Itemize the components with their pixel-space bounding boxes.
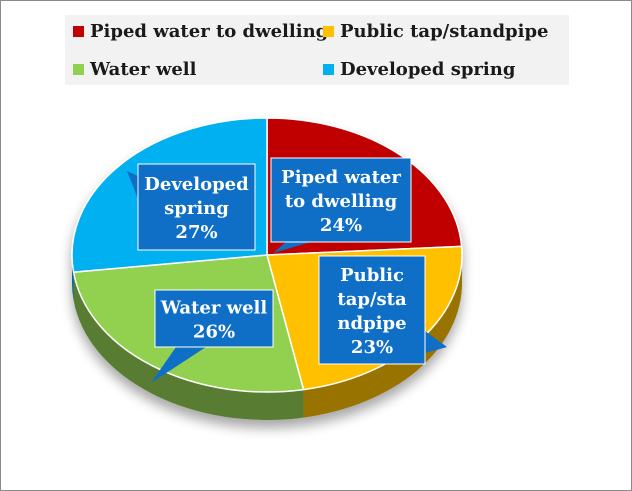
data-label-0-line-1: to dwelling	[285, 191, 398, 212]
data-label-0-line-2: 24%	[320, 215, 362, 236]
callout-box-0	[270, 157, 412, 243]
chart-legend: Piped water to dwelling Public tap/stand…	[65, 15, 569, 85]
callout-box-3	[137, 163, 256, 251]
legend-label-water-well: Water well	[90, 59, 197, 80]
legend-swatch-piped	[73, 26, 84, 37]
data-label-3-line-0: Developed	[144, 174, 249, 195]
data-label-0-line-0: Piped water	[281, 167, 401, 188]
data-label-2-line-0: Water well	[160, 298, 268, 319]
data-label-1-line-3: 23%	[351, 337, 393, 358]
legend-swatch-developed-spring	[323, 64, 334, 75]
callout-tail-2	[151, 347, 206, 383]
legend-label-developed-spring: Developed spring	[340, 59, 516, 80]
data-label-2-line-1: 26%	[193, 322, 235, 343]
legend-item-public-tap: Public tap/standpipe	[323, 21, 549, 42]
callout-box-1	[318, 255, 426, 365]
legend-item-water-well: Water well	[73, 59, 196, 80]
data-label-3-line-1: spring	[164, 198, 229, 219]
data-label-3-line-2: 27%	[175, 222, 217, 243]
legend-label-public-tap: Public tap/standpipe	[340, 21, 549, 42]
legend-item-developed-spring: Developed spring	[323, 59, 515, 80]
callout-group: Piped water to dwelling 24% Public tap/sta nd…	[127, 157, 447, 383]
data-label-1-line-1: tap/sta	[337, 289, 407, 310]
legend-swatch-public-tap	[323, 26, 334, 37]
callout-tail-1	[425, 331, 447, 353]
legend-swatch-water-well	[73, 64, 84, 75]
callout-tail-0	[273, 242, 311, 253]
legend-label-piped: Piped water to dwelling	[90, 21, 329, 42]
callout-box-2	[154, 289, 274, 348]
legend-item-piped: Piped water to dwelling	[73, 21, 328, 42]
data-label-1-line-0: Public	[340, 265, 404, 286]
data-label-1-line-2: ndpipe	[337, 313, 406, 334]
callout-tail-3	[127, 171, 138, 199]
pie-side-2	[73, 272, 304, 420]
